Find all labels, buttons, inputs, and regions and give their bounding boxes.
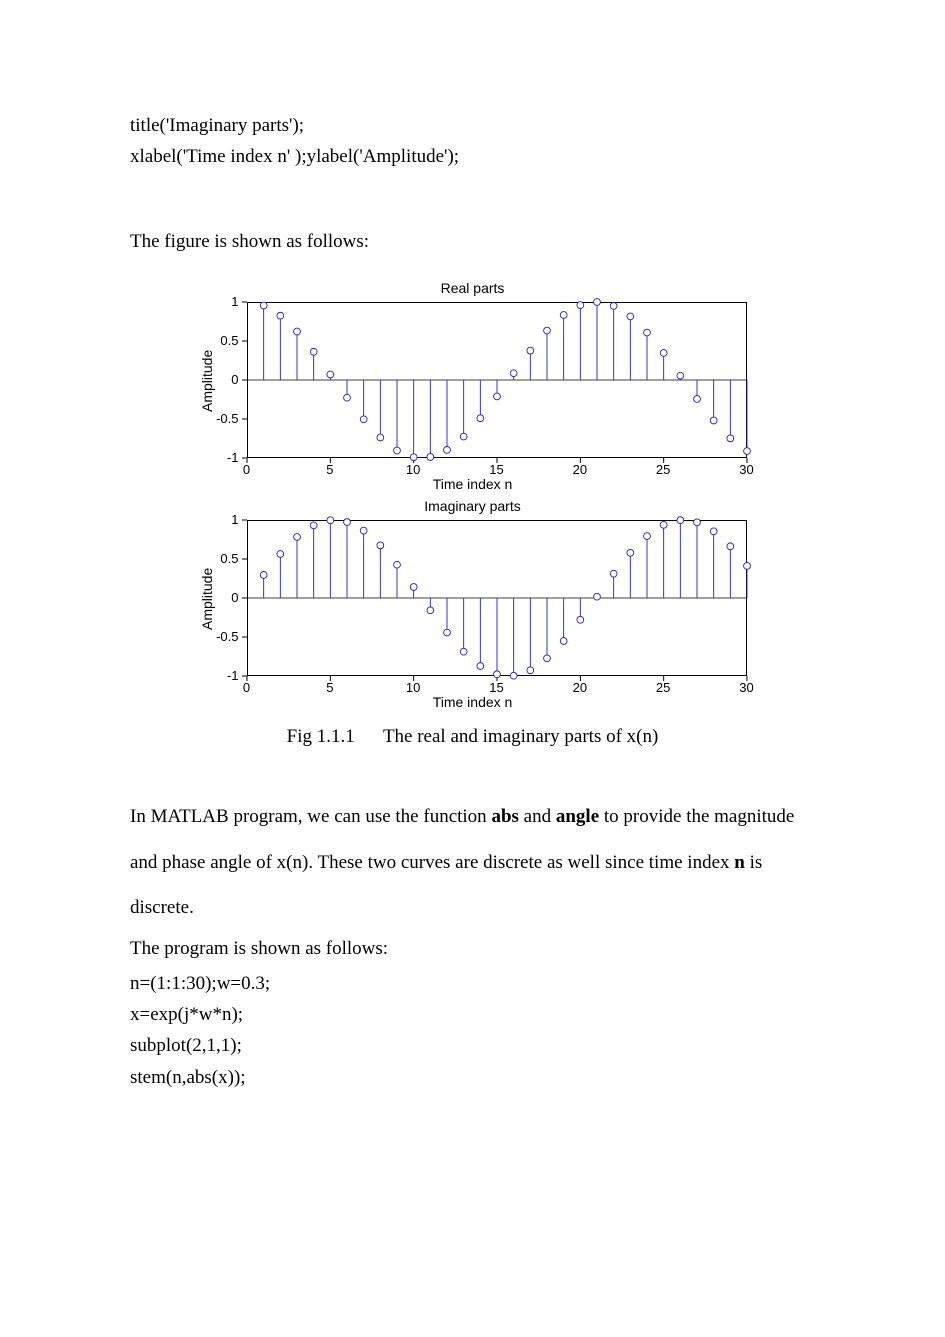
x-tick-label: 0 [237,680,257,695]
paragraph: The program is shown as follows: [130,937,815,962]
y-tick-label: -0.5 [187,629,239,644]
x-tick-label: 10 [403,680,423,695]
x-tick-label: 15 [487,680,507,695]
stem-plot-real: Real partsAmplitudeTime index n-1-0.500.… [187,278,759,496]
y-tick-label: -1 [187,668,239,683]
code-line: xlabel('Time index n' );ylabel('Amplitud… [130,141,815,172]
y-tick-label: 1 [187,512,239,527]
figure-1-1-1: Real partsAmplitudeTime index n-1-0.500.… [130,278,815,748]
figure-caption-number: Fig 1.1.1 [287,726,355,747]
x-tick-label: 0 [237,462,257,477]
y-tick-label: -0.5 [187,411,239,426]
y-tick-label: 0.5 [187,333,239,348]
x-tick-label: 25 [653,680,673,695]
x-tick-label: 25 [653,462,673,477]
code-line: n=(1:1:30);w=0.3; [130,968,815,999]
paragraph: In MATLAB program, we can use the functi… [130,794,815,931]
figure-caption: Fig 1.1.1 The real and imaginary parts o… [287,726,659,748]
stem-plot-imaginary: Imaginary partsAmplitudeTime index n-1-0… [187,496,759,716]
figure-caption-text: The real and imaginary parts of x(n) [383,726,658,747]
intro-text: The figure is shown as follows: [130,219,815,265]
y-tick-label: 0 [187,590,239,605]
code-line: stem(n,abs(x)); [130,1062,815,1093]
y-tick-label: 1 [187,294,239,309]
x-tick-label: 20 [570,462,590,477]
x-tick-label: 30 [737,680,757,695]
y-tick-label: -1 [187,450,239,465]
y-tick-label: 0 [187,372,239,387]
code-line: title('Imaginary parts'); [130,110,815,141]
code-line: x=exp(j*w*n); [130,999,815,1030]
y-tick-label: 0.5 [187,551,239,566]
x-tick-label: 10 [403,462,423,477]
x-tick-label: 15 [487,462,507,477]
x-tick-label: 20 [570,680,590,695]
x-tick-label: 30 [737,462,757,477]
x-tick-label: 5 [320,680,340,695]
code-line: subplot(2,1,1); [130,1030,815,1061]
x-tick-label: 5 [320,462,340,477]
